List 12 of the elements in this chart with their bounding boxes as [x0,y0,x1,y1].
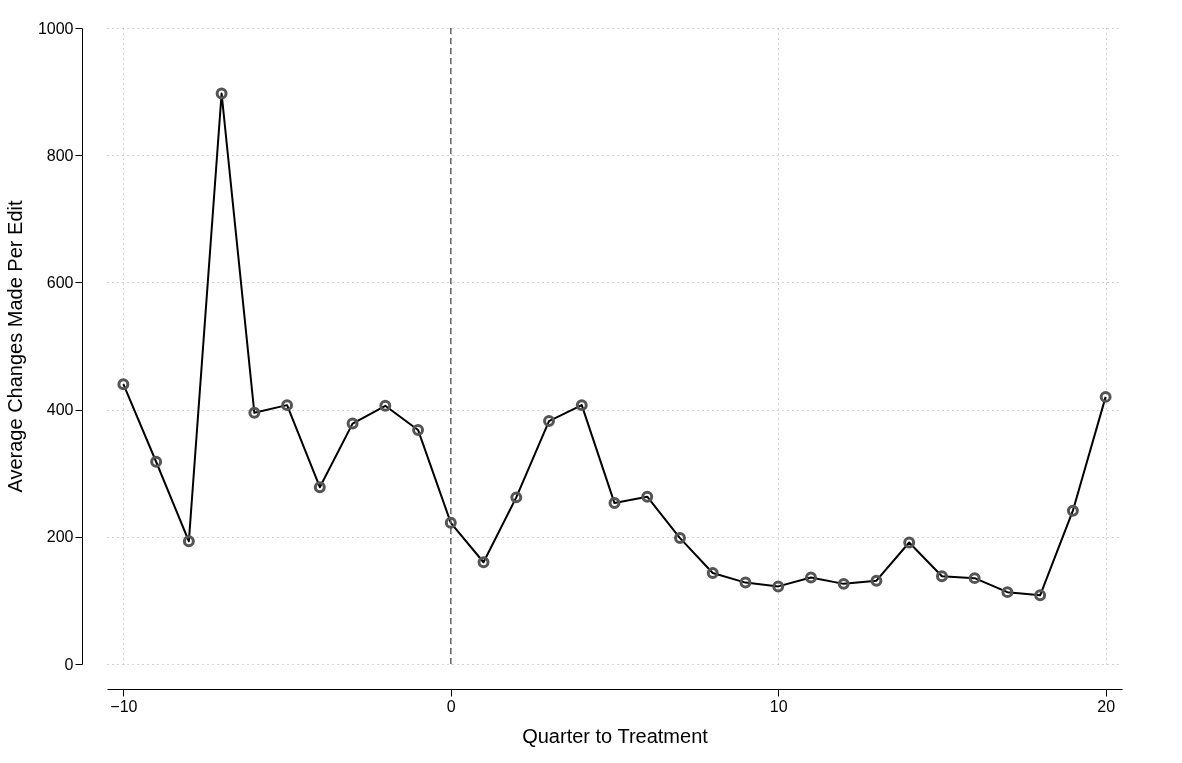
y-tick-label: 800 [46,146,74,164]
x-tick-label: −10 [110,697,138,715]
y-axis-title: Average Changes Made Per Edit [3,200,26,493]
x-axis-title: Quarter to Treatment [522,724,709,747]
x-tick-label: 20 [1097,697,1116,715]
y-tick-label: 200 [46,528,74,546]
y-tick-label: 600 [46,273,74,291]
y-tick-label: 1000 [37,19,74,37]
y-tick-label: 400 [46,401,74,419]
x-tick-label: 10 [769,697,788,715]
x-tick-label: 0 [446,697,456,715]
y-tick-label: 0 [64,655,74,673]
